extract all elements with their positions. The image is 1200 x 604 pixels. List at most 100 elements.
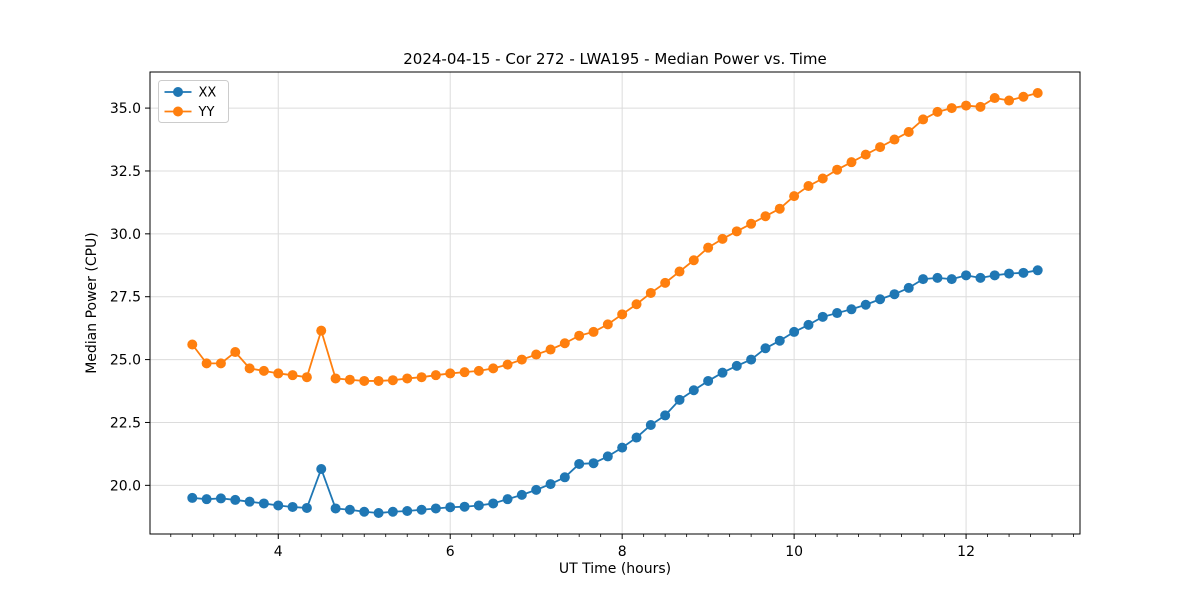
series-XX-marker [975, 272, 986, 283]
series-XX-marker [932, 272, 943, 283]
series-XX-marker [201, 494, 212, 505]
y-tick-label: 25.0 [110, 353, 141, 369]
series-YY-marker [1004, 95, 1015, 106]
series-YY-marker [1032, 88, 1043, 98]
series-XX-marker [488, 498, 499, 509]
series-XX-marker [703, 375, 714, 386]
series-YY-marker [273, 368, 284, 379]
series-YY-marker [531, 349, 542, 360]
series-XX [187, 265, 1043, 518]
tick-labels: 4 6 8 10 12 20.0 22.5 25.0 27.5 30.0 32.5 35.0 [110, 101, 975, 560]
series-YY-marker [946, 103, 957, 114]
series-XX-marker [459, 501, 470, 512]
x-tick-label: 4 [274, 544, 283, 560]
series-YY-marker [359, 375, 370, 386]
series-XX-marker [330, 503, 341, 514]
series-XX-marker [918, 274, 929, 285]
series-XX-marker [889, 289, 900, 300]
series-XX-marker [774, 335, 785, 346]
series-XX-marker [244, 496, 255, 507]
legend: XX YY [158, 80, 229, 123]
series-XX-marker [717, 367, 728, 378]
series-YY-marker [244, 363, 255, 374]
series-XX-marker [502, 494, 513, 505]
x-tick-label: 12 [957, 544, 975, 560]
grid-lines [150, 72, 1080, 534]
series-XX-marker [989, 270, 1000, 281]
y-tick-label: 32.5 [110, 164, 141, 180]
series-XX-marker [430, 503, 441, 514]
series-XX-marker [416, 504, 427, 515]
y-tick-label: 27.5 [110, 290, 141, 306]
series-YY-marker [574, 330, 585, 341]
series-XX-marker [473, 500, 484, 511]
series-XX-marker [688, 385, 699, 396]
y-tick-label: 22.5 [110, 415, 141, 431]
series-YY-marker [889, 134, 900, 145]
legend-YY-label: YY [198, 105, 215, 120]
series-YY-marker [875, 142, 886, 153]
series-XX-marker [1032, 265, 1043, 276]
series-YY-marker [373, 375, 384, 386]
series-XX-marker [846, 304, 857, 315]
series-XX-marker [387, 506, 398, 517]
series-YY-marker [402, 373, 413, 384]
series-XX-marker [903, 282, 914, 293]
series-XX-marker [961, 270, 972, 281]
series-YY-marker [660, 277, 671, 288]
series-YY-marker [330, 373, 341, 384]
series-XX-marker [617, 442, 628, 453]
series-YY-marker [488, 363, 499, 374]
plot-border [149, 71, 1081, 535]
series-YY-marker [617, 309, 628, 320]
series-YY-marker [932, 106, 943, 117]
series-YY [187, 88, 1043, 386]
series-XX-marker [602, 451, 613, 462]
series-YY-marker [860, 149, 871, 160]
series-YY-marker [674, 266, 685, 277]
series-YY-marker [817, 173, 828, 184]
series-XX-marker [344, 504, 355, 515]
series-YY-marker [588, 326, 599, 337]
chart-title: 2024-04-15 - Cor 272 - LWA195 - Median P… [403, 50, 827, 68]
series-XX-marker [631, 432, 642, 443]
series-XX-marker [645, 419, 656, 430]
series-YY-marker [201, 358, 212, 369]
series-XX-marker [445, 502, 456, 513]
series-YY-marker [774, 203, 785, 214]
series-YY-marker [717, 233, 728, 244]
series-XX-marker [803, 319, 814, 330]
series-XX-marker [516, 489, 527, 500]
series-XX-marker [230, 494, 241, 505]
series-XX-marker [258, 498, 269, 509]
series-XX-marker [588, 458, 599, 469]
series-XX-marker [875, 294, 886, 305]
y-tick-label: 30.0 [110, 227, 141, 243]
series-YY-marker [746, 218, 757, 229]
series-YY-marker [846, 157, 857, 168]
series-YY-marker [430, 370, 441, 381]
series-XX-marker [731, 360, 742, 371]
series-XX-marker [674, 394, 685, 405]
series-XX-marker [817, 311, 828, 322]
series-XX-marker [359, 506, 370, 517]
series-XX-marker [402, 505, 413, 516]
series-YY-marker [473, 365, 484, 376]
legend-box [158, 80, 229, 123]
series-YY-marker [961, 100, 972, 111]
series-XX-marker [531, 484, 542, 495]
series-YY-marker [187, 339, 198, 350]
series-YY-marker [559, 338, 570, 349]
series-YY-marker [416, 372, 427, 383]
series-layer [187, 88, 1043, 518]
legend-XX-marker [173, 87, 183, 97]
series-XX-marker [273, 500, 284, 511]
series-YY-marker [918, 114, 929, 125]
y-tick-label: 20.0 [110, 478, 141, 494]
series-YY-marker [631, 299, 642, 310]
series-XX-marker [832, 308, 843, 319]
series-XX-marker [746, 354, 757, 365]
series-YY-marker [703, 242, 714, 253]
